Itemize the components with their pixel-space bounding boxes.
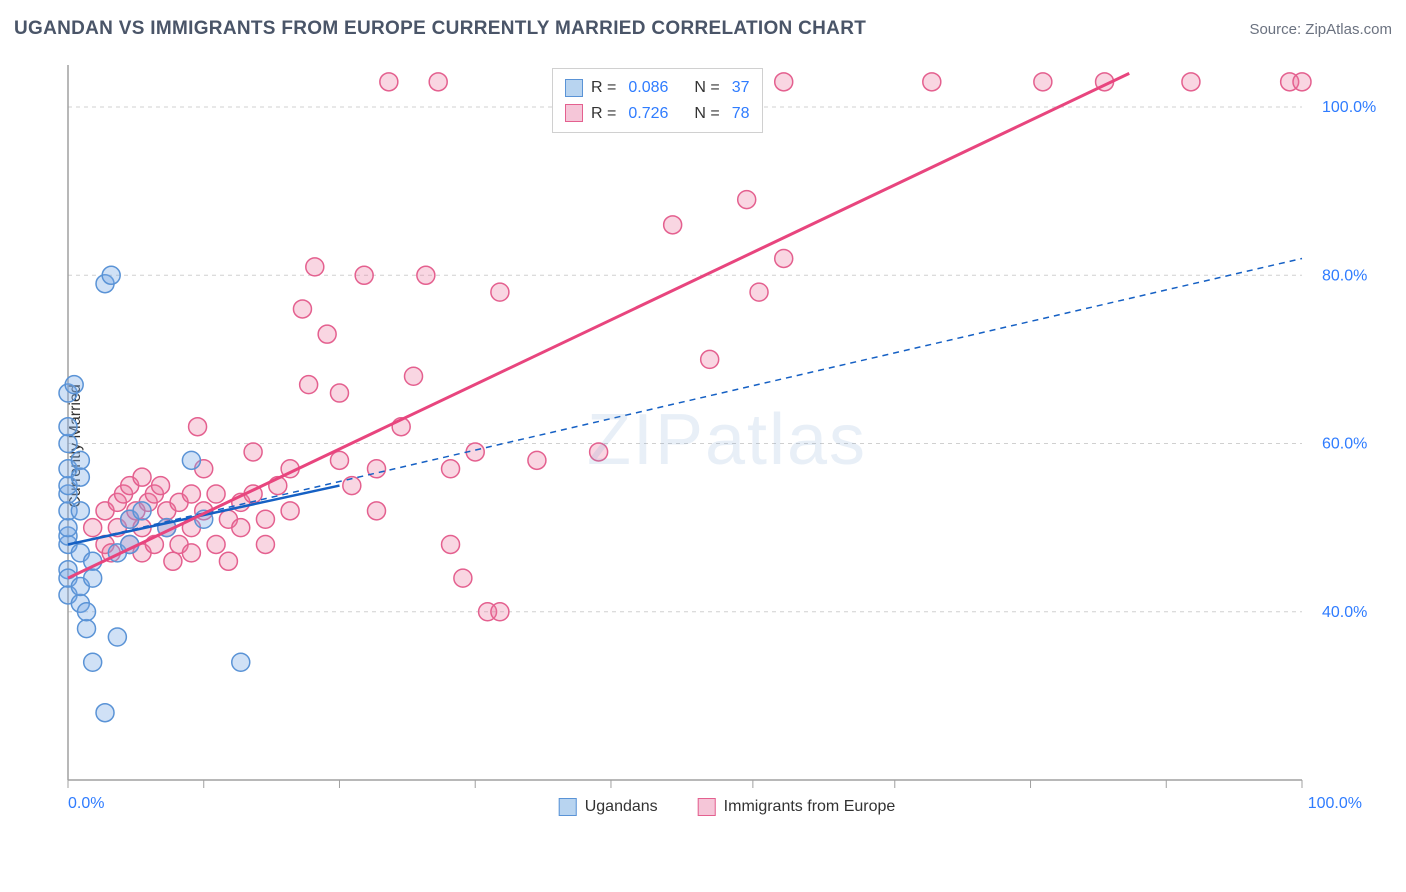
legend-item-0: Ugandans — [559, 798, 658, 816]
svg-text:100.0%: 100.0% — [1308, 795, 1362, 812]
r-value-0: 0.086 — [628, 75, 668, 101]
n-value-0: 37 — [732, 75, 750, 101]
svg-text:0.0%: 0.0% — [68, 795, 104, 812]
chart-svg: 40.0% 60.0% 80.0% 100.0% 0.0% 100.0% — [62, 60, 1392, 820]
legend-swatch-bottom-0 — [559, 798, 577, 816]
legend-stats-box: R = 0.086 N = 37 R = 0.726 N = 78 — [552, 68, 763, 133]
n-value-1: 78 — [732, 101, 750, 127]
chart-container: UGANDAN VS IMMIGRANTS FROM EUROPE CURREN… — [0, 0, 1406, 892]
legend-stats-row-0: R = 0.086 N = 37 — [565, 75, 750, 101]
svg-text:40.0%: 40.0% — [1322, 604, 1367, 621]
svg-text:60.0%: 60.0% — [1322, 436, 1367, 453]
svg-text:80.0%: 80.0% — [1322, 267, 1367, 284]
svg-text:100.0%: 100.0% — [1322, 99, 1376, 116]
r-label: R = — [591, 75, 616, 101]
chart-title: UGANDAN VS IMMIGRANTS FROM EUROPE CURREN… — [14, 18, 866, 40]
source-attribution: Source: ZipAtlas.com — [1249, 21, 1392, 38]
legend-swatch-bottom-1 — [698, 798, 716, 816]
legend-swatch-1 — [565, 104, 583, 122]
x-axis-legend: Ugandans Immigrants from Europe — [559, 798, 896, 816]
n-label: N = — [694, 101, 719, 127]
legend-label-1: Immigrants from Europe — [724, 798, 896, 816]
legend-stats-row-1: R = 0.726 N = 78 — [565, 101, 750, 127]
r-label: R = — [591, 101, 616, 127]
header: UGANDAN VS IMMIGRANTS FROM EUROPE CURREN… — [14, 18, 1392, 40]
legend-label-0: Ugandans — [585, 798, 658, 816]
chart-area: 40.0%60.0%80.0%100.0%0.0%100.0% ZIPatlas… — [62, 60, 1392, 820]
r-value-1: 0.726 — [628, 101, 668, 127]
legend-swatch-0 — [565, 79, 583, 97]
legend-item-1: Immigrants from Europe — [698, 798, 896, 816]
n-label: N = — [694, 75, 719, 101]
